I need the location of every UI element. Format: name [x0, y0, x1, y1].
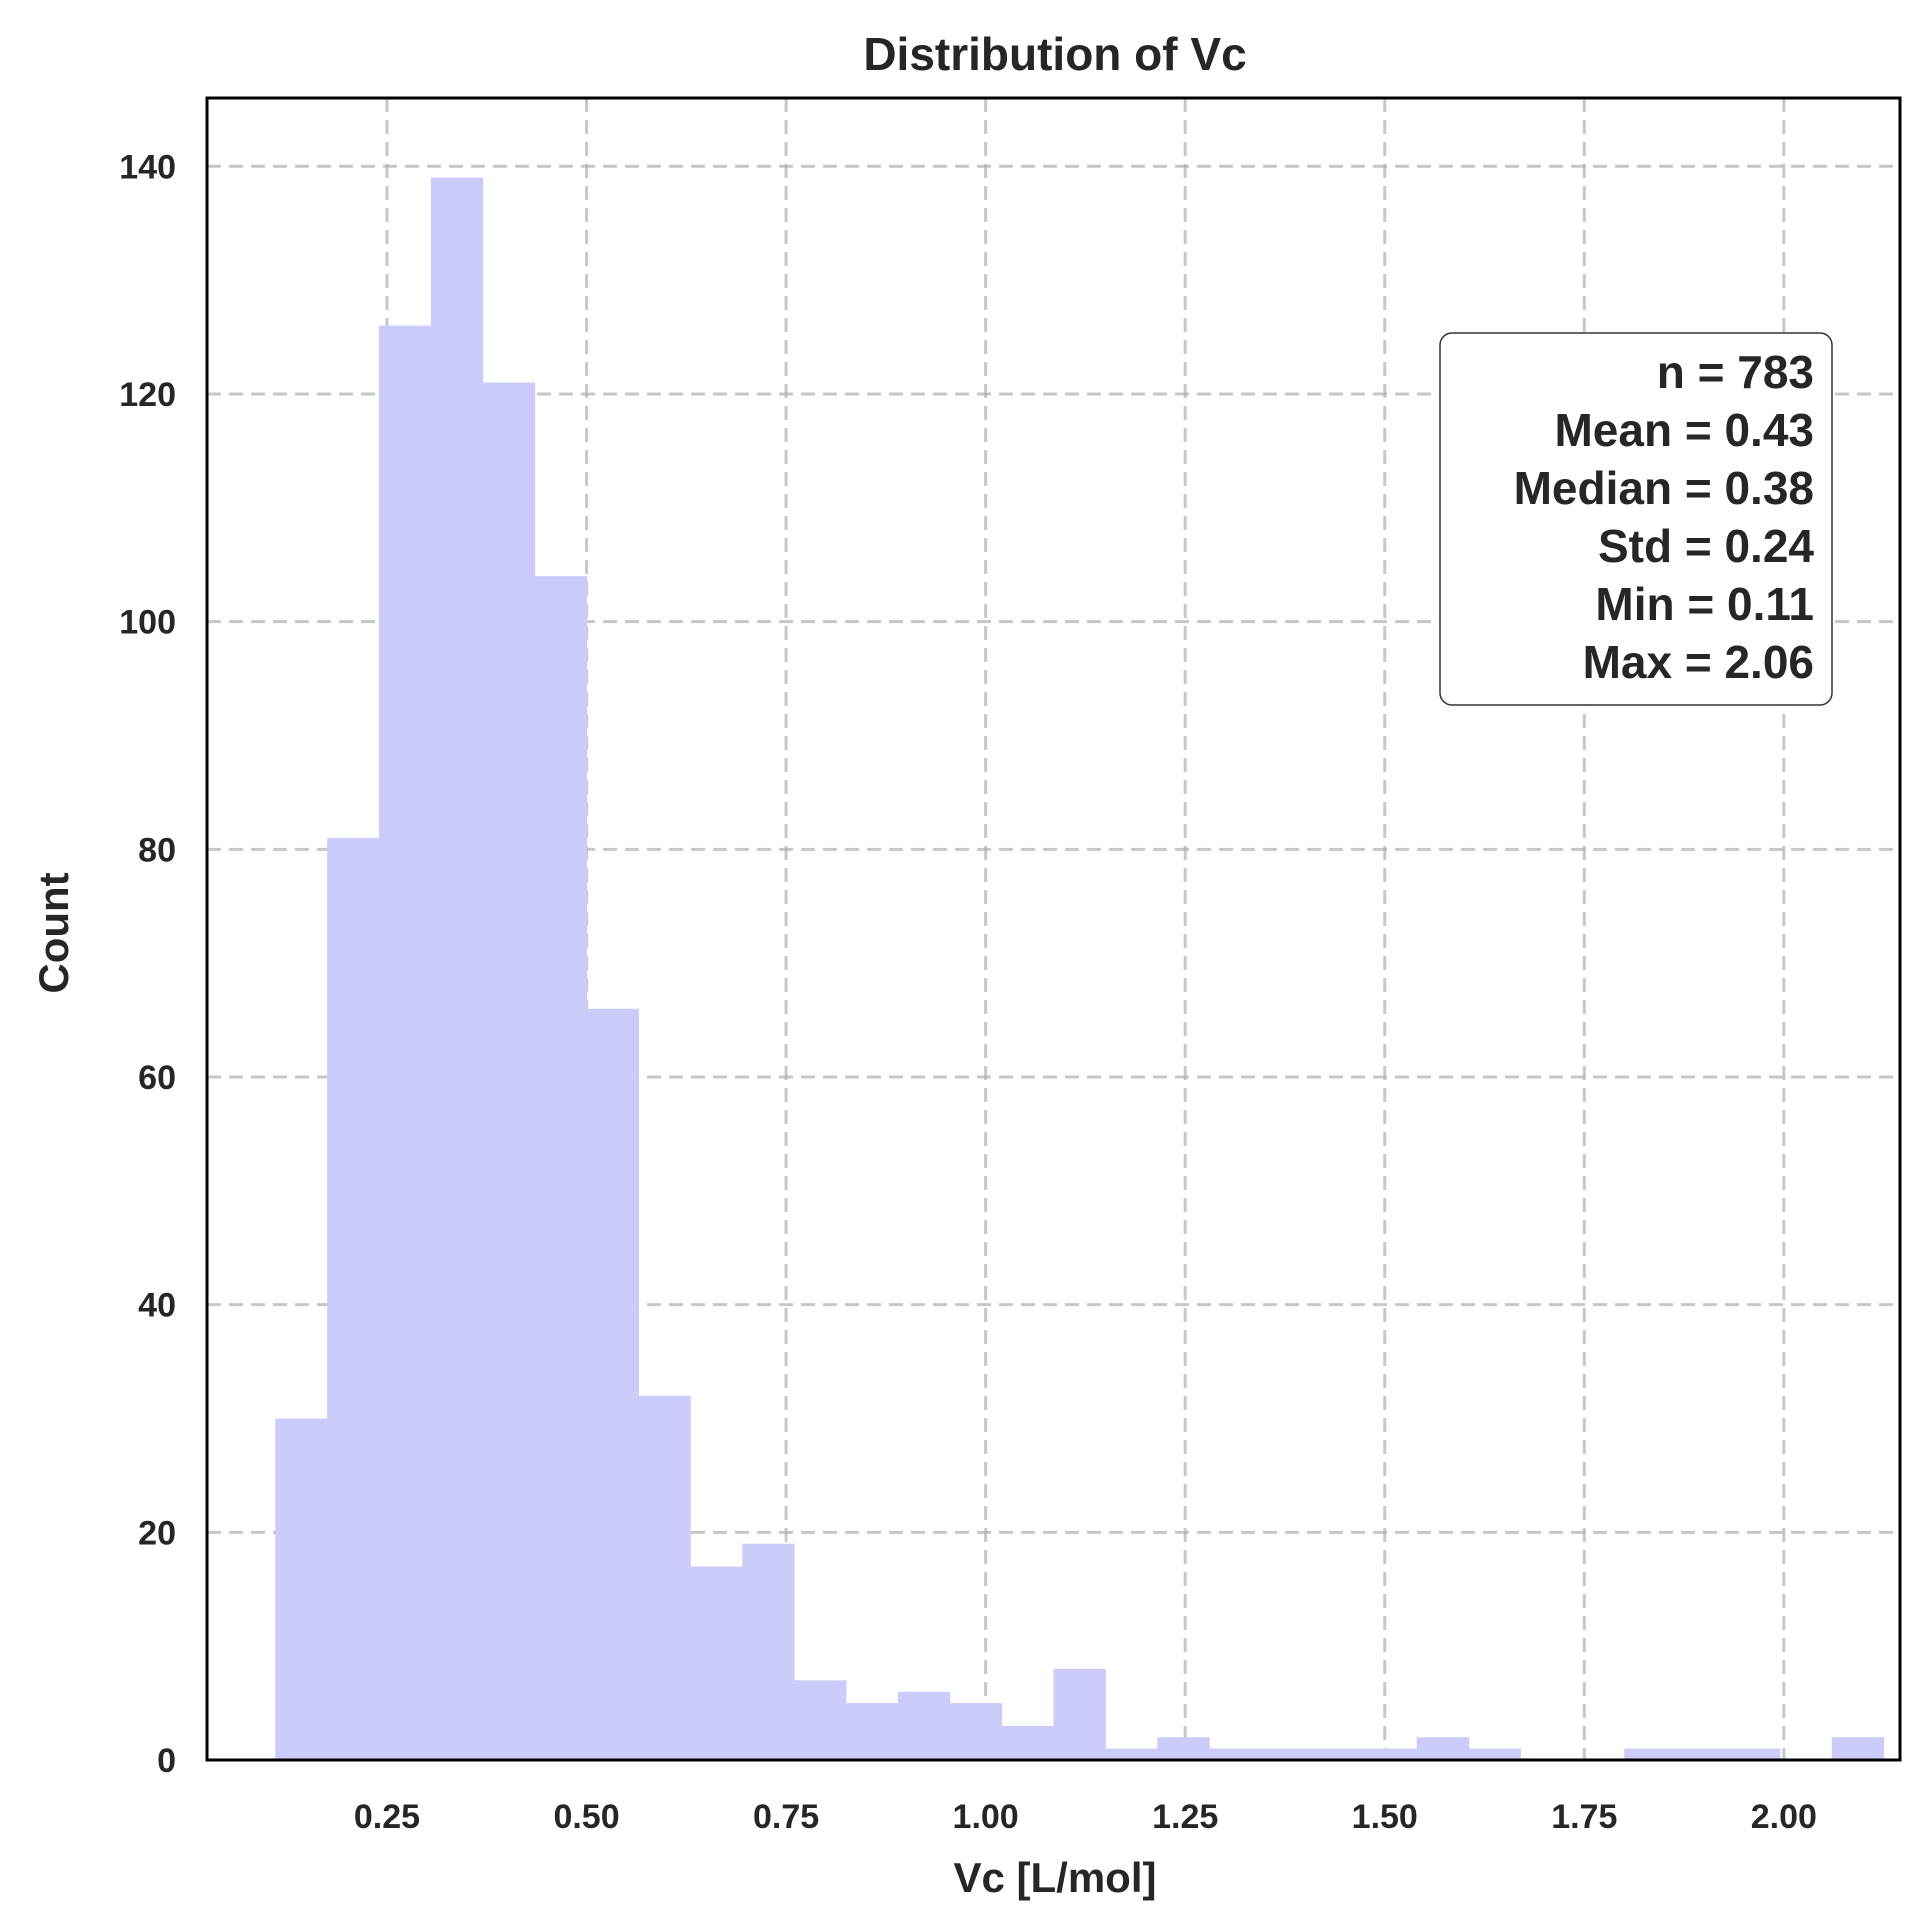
histogram-bar [1001, 1725, 1054, 1760]
stats-line: n = 783 [1657, 346, 1814, 398]
histogram-bar [534, 576, 588, 1760]
stats-box: n = 783 Mean = 0.43 Median = 0.38 Std = 0.2… [1439, 332, 1833, 706]
histogram-bar [897, 1691, 951, 1760]
stats-box-border [1439, 332, 1833, 706]
stats-line: Std = 0.24 [1598, 520, 1814, 572]
histogram-bar [275, 1418, 328, 1760]
histogram-bar [742, 1543, 795, 1760]
x-tick-label: 0.75 [753, 1798, 819, 1836]
y-tick-label: 140 [119, 148, 176, 186]
histogram-bar [949, 1703, 1003, 1760]
y-tick-label: 40 [138, 1287, 176, 1325]
x-axis-ticks: 0.25 0.50 0.75 1.00 1.25 1.50 1.75 2.00 [354, 1798, 1817, 1836]
histogram-bar [430, 177, 484, 1760]
x-tick-label: 1.25 [1152, 1798, 1218, 1836]
x-tick-label: 0.50 [553, 1798, 619, 1836]
histogram-bar [1157, 1737, 1210, 1760]
histogram-bar [1727, 1748, 1781, 1760]
stats-line: Median = 0.38 [1514, 462, 1814, 514]
y-tick-label: 60 [138, 1059, 176, 1097]
x-tick-label: 1.50 [1352, 1798, 1418, 1836]
chart-title: Distribution of Vc [863, 28, 1246, 80]
histogram-bar [379, 325, 432, 1760]
stats-line: Max = 2.06 [1583, 636, 1814, 688]
histogram-bar [327, 837, 380, 1760]
y-tick-label: 120 [119, 376, 176, 414]
histogram-bar [1624, 1748, 1677, 1760]
histogram-bar [638, 1395, 691, 1760]
x-tick-label: 1.75 [1551, 1798, 1617, 1836]
histogram-bar [1364, 1748, 1418, 1760]
histogram-bar [1053, 1668, 1106, 1760]
histogram-bar [794, 1680, 847, 1760]
histogram-bar [1261, 1748, 1314, 1760]
y-tick-label: 80 [138, 831, 176, 869]
y-tick-label: 0 [157, 1742, 176, 1780]
stats-lines: n = 783 Mean = 0.43 Median = 0.38 Std = 0.2… [1514, 346, 1815, 688]
y-tick-label: 100 [119, 604, 176, 642]
histogram-bar [845, 1703, 899, 1760]
histogram-bar [1312, 1748, 1366, 1760]
histogram-bar [1209, 1748, 1262, 1760]
histogram-bar [690, 1566, 743, 1760]
histogram-bar [1416, 1737, 1470, 1760]
histogram-bars [275, 177, 1885, 1760]
plot-frame [205, 96, 1902, 1762]
histogram-bar [586, 1008, 639, 1760]
histogram-bar [1105, 1748, 1158, 1760]
x-tick-label: 2.00 [1751, 1798, 1817, 1836]
stats-line: Mean = 0.43 [1554, 404, 1814, 456]
stats-line: Min = 0.11 [1595, 578, 1814, 630]
x-tick-label: 0.25 [354, 1798, 420, 1836]
x-axis-label: Vc [L/mol] [953, 1854, 1156, 1901]
histogram-bar [1831, 1737, 1885, 1760]
y-tick-label: 20 [138, 1514, 176, 1552]
y-axis-label: Count [30, 872, 77, 993]
histogram-bar [1676, 1748, 1729, 1760]
y-axis-ticks: 0 20 40 60 80 100 120 140 [119, 148, 176, 1780]
histogram-bar [482, 382, 536, 1760]
histogram-bar [1468, 1748, 1521, 1760]
x-tick-label: 1.00 [953, 1798, 1019, 1836]
